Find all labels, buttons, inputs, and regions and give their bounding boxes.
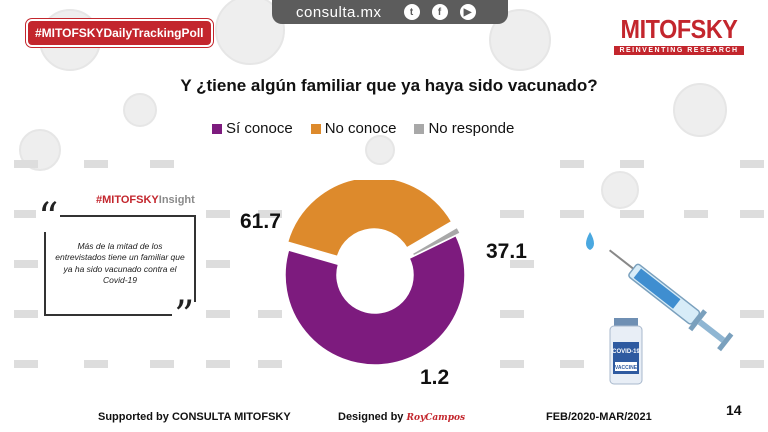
footer-designed: Designed by RoyCampos bbox=[338, 411, 465, 423]
insight-title: #MITOFSKYInsight bbox=[96, 194, 195, 206]
youtube-icon[interactable]: ▶ bbox=[459, 4, 476, 20]
brand-name: MITOFSKY bbox=[620, 14, 738, 44]
slice-si-conoce bbox=[284, 234, 466, 366]
legend-item-nr: No responde bbox=[414, 120, 514, 137]
legend-swatch-no bbox=[310, 123, 321, 134]
legend-swatch-si bbox=[212, 123, 222, 134]
footer-supported: Supported by CONSULTA MITOFSKY bbox=[98, 411, 291, 423]
legend-label-nr: No responde bbox=[428, 120, 515, 137]
social-links: t f ▶ bbox=[403, 4, 476, 20]
legend-label-no: No conoce bbox=[324, 120, 397, 137]
legend-item-si: Sí conoce bbox=[212, 120, 293, 137]
insight-hashtag: #MITOFSKY bbox=[96, 194, 159, 206]
slice-no-conoce bbox=[286, 180, 453, 258]
vaccine-vial: COVID-19 VACCINE bbox=[609, 318, 643, 385]
legend-item-no: No conoce bbox=[310, 120, 397, 137]
slice-no-responde bbox=[411, 226, 462, 257]
top-bar: consulta.mx t f ▶ bbox=[272, 0, 508, 24]
footer-designed-label: Designed by bbox=[338, 411, 404, 423]
hashtag-badge: #MITOFSKYDailyTrackingPoll bbox=[26, 19, 213, 47]
value-label-nr: 1.2 bbox=[420, 366, 450, 389]
insight-text: Más de la mitad de los entrevistados tie… bbox=[55, 241, 185, 286]
svg-text:VACCINE: VACCINE bbox=[615, 365, 638, 371]
chart-title: Y ¿tiene algún familiar que ya haya sido… bbox=[180, 76, 598, 95]
brand-logo: MITOFSKY REINVENTING RESEARCH bbox=[614, 14, 744, 55]
insight-box: Más de la mitad de los entrevistados tie… bbox=[44, 215, 196, 316]
page-number: 14 bbox=[726, 402, 742, 418]
open-quote-icon: “ bbox=[36, 195, 61, 241]
chart-legend: Sí conoce No conoce No responde bbox=[212, 120, 514, 137]
twitter-icon[interactable]: t bbox=[403, 4, 420, 20]
footer-designer: RoyCampos bbox=[406, 413, 466, 423]
close-quote-icon: ” bbox=[172, 293, 197, 339]
site-link[interactable]: consulta.mx bbox=[296, 3, 382, 21]
value-label-no: 37.1 bbox=[486, 240, 527, 263]
legend-swatch-nr bbox=[414, 123, 425, 134]
footer-period: FEB/2020-MAR/2021 bbox=[546, 411, 652, 423]
legend-label-si: Sí conoce bbox=[226, 120, 293, 137]
insight-label: Insight bbox=[158, 194, 195, 206]
facebook-icon[interactable]: f bbox=[431, 4, 448, 20]
svg-text:COVID-19: COVID-19 bbox=[612, 349, 640, 355]
vaccine-syringe-icon: COVID-19 VACCINE bbox=[586, 232, 734, 385]
value-label-si: 61.7 bbox=[240, 210, 281, 233]
donut-chart bbox=[284, 180, 466, 366]
brand-tagline: REINVENTING RESEARCH bbox=[614, 46, 744, 55]
